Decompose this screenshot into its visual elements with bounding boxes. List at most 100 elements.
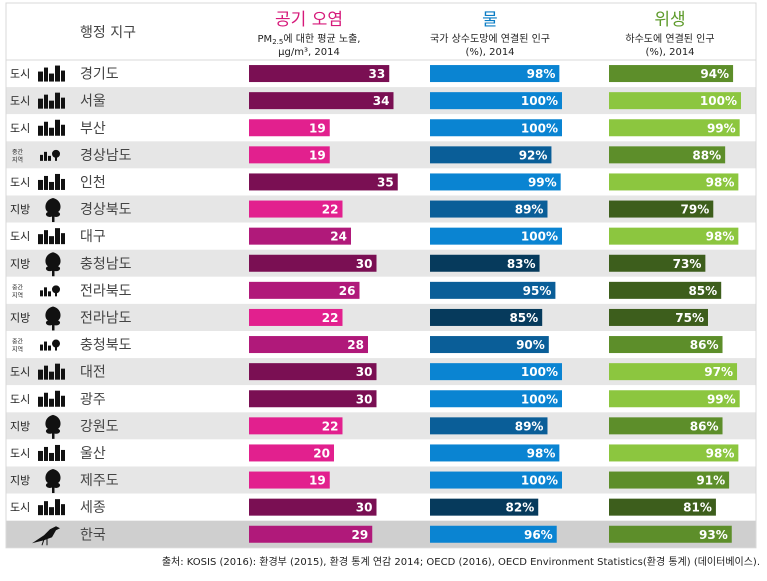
city-building-icon <box>55 499 60 516</box>
water-connection-value-label: 98% <box>527 67 556 81</box>
region-type-label: 중간 <box>12 148 24 156</box>
region-name-label: 제주도 <box>80 473 119 489</box>
sanitation-connection-value-label: 85% <box>688 284 717 298</box>
tree-trunk-icon <box>52 215 55 223</box>
sanitation-connection-bar <box>609 336 723 354</box>
tree-icon <box>45 469 61 488</box>
water-connection-value-label: 100% <box>521 392 558 406</box>
city-building-icon <box>44 446 48 461</box>
town-building-icon <box>44 341 47 351</box>
region-type-label: 지방 <box>10 311 30 324</box>
air-pollution-value-label: 19 <box>309 121 326 135</box>
air-pollution-value-label: 26 <box>339 284 356 298</box>
city-building-icon <box>44 230 48 245</box>
air-pollution-value-label: 30 <box>356 392 373 406</box>
sanitation-connection-bar <box>609 498 716 516</box>
water-connection-bar <box>430 281 556 299</box>
sanitation-connection-bar <box>609 173 739 191</box>
air-pollution-value-label: 30 <box>356 365 373 379</box>
water-connection-bar <box>430 471 562 489</box>
city-building-icon <box>49 181 54 190</box>
sanitation-connection-value-label: 81% <box>683 501 712 515</box>
air-pollution-bar <box>249 471 330 489</box>
region-type-label: 도시 <box>10 122 30 135</box>
sanitation-connection-bar <box>609 363 738 381</box>
city-building-icon <box>55 92 60 109</box>
water-column-title: 물 <box>482 10 498 30</box>
air-pollution-bar <box>249 281 360 299</box>
air-pollution-bar <box>249 146 330 164</box>
city-building-icon <box>55 228 60 245</box>
tree-icon <box>45 252 61 272</box>
sanitation-connection-value-label: 97% <box>704 365 733 379</box>
water-connection-value-label: 90% <box>516 338 545 352</box>
water-connection-value-label: 95% <box>523 284 552 298</box>
city-building-icon <box>49 127 54 136</box>
city-building-icon <box>49 100 54 109</box>
city-building-icon <box>55 390 60 407</box>
region-type-label: 지방 <box>10 203 30 216</box>
water-connection-bar <box>430 200 548 218</box>
source-note: 출처: KOSIS (2016): 환경부 (2015), 환경 통계 연감 2… <box>161 557 760 568</box>
air-pollution-bar <box>249 308 343 326</box>
air-pollution-bar <box>249 119 330 137</box>
water-connection-value-label: 99% <box>528 175 557 189</box>
sanitation-connection-value-label: 73% <box>673 257 702 271</box>
water-connection-bar <box>430 92 562 110</box>
magpie-icon <box>32 526 60 544</box>
town-building-icon <box>40 154 43 161</box>
water-connection-bar <box>430 119 562 137</box>
sanitation-connection-bar <box>609 119 740 137</box>
air-pollution-value-label: 35 <box>377 175 394 189</box>
city-building-icon <box>61 178 65 190</box>
region-name-label: 충청북도 <box>80 338 132 354</box>
town-building-icon <box>44 287 47 297</box>
sanitation-column-subtitle-unit: (%), 2014 <box>645 47 694 58</box>
region-name-label: 한국 <box>80 527 106 543</box>
small-tree-trunk-icon <box>55 156 57 161</box>
magpie-leg-icon <box>41 538 48 546</box>
region-type-label: 지방 <box>10 257 30 270</box>
air-pollution-value-label: 19 <box>309 474 326 488</box>
sanitation-connection-value-label: 93% <box>699 528 728 542</box>
tree-icon <box>45 306 61 326</box>
air-pollution-bar <box>249 390 377 408</box>
city-building-icon <box>49 371 54 380</box>
water-connection-value-label: 100% <box>521 230 558 244</box>
region-type-label: 도시 <box>10 501 30 514</box>
region-type-label: 도시 <box>10 68 30 81</box>
city-building-icon <box>44 67 48 82</box>
sanitation-connection-bar <box>609 146 726 164</box>
air-pollution-bar <box>249 498 377 516</box>
region-type-label: 도시 <box>10 176 30 189</box>
tree-trunk-icon <box>52 323 55 331</box>
city-building-icon <box>44 501 48 516</box>
air-pollution-value-label: 28 <box>347 338 364 352</box>
region-name-label: 경상북도 <box>80 202 132 218</box>
table-frame <box>5 59 757 549</box>
air-column-title: 공기 오염 <box>275 10 343 30</box>
air-pollution-bar <box>249 444 334 462</box>
city-building-icon <box>38 450 43 461</box>
sanitation-connection-bar <box>609 254 706 272</box>
region-name-label: 인천 <box>80 175 106 191</box>
air-pollution-value-label: 20 <box>313 446 330 460</box>
tree-icon <box>45 198 61 217</box>
water-connection-bar <box>430 498 539 516</box>
region-name-label: 대구 <box>80 229 106 245</box>
town-building-icon <box>44 151 47 161</box>
town-building-icon <box>40 290 43 297</box>
sanitation-connection-value-label: 75% <box>675 311 704 325</box>
city-building-icon <box>61 395 65 407</box>
air-pollution-bar <box>249 173 398 191</box>
air-pollution-value-label: 22 <box>322 203 339 217</box>
region-type-label: 지역 <box>12 156 23 164</box>
city-building-icon <box>38 369 43 380</box>
air-pollution-value-label: 24 <box>330 230 347 244</box>
town-building-icon <box>48 291 51 297</box>
water-connection-value-label: 83% <box>507 257 536 271</box>
water-connection-value-label: 100% <box>521 365 558 379</box>
city-building-icon <box>61 70 65 82</box>
